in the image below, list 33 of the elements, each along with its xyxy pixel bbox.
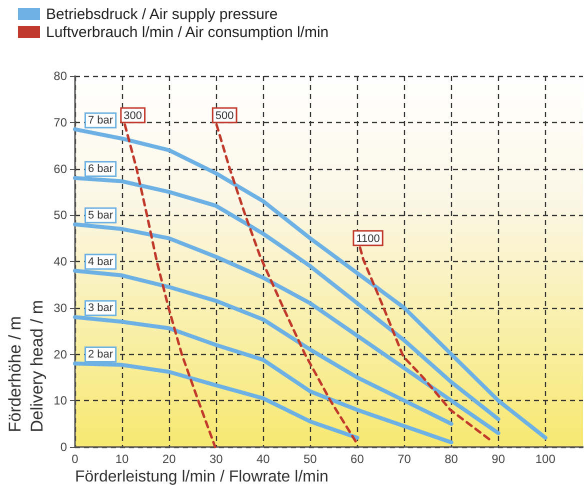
x-tick-label: 50 — [304, 452, 318, 466]
x-axis-title: Förderleistung l/min / Flowrate l/min — [75, 468, 328, 485]
text: Betriebsdruck / Air supply pressure — [46, 6, 278, 22]
series-label: 1100 — [356, 233, 380, 246]
series-label: 3 bar — [88, 302, 114, 314]
x-tick-label: 0 — [72, 452, 79, 466]
x-tick-label: 20 — [162, 452, 176, 466]
text: Luftverbrauch l/min / Air consumption l/min — [46, 24, 329, 40]
y-tick-label: 60 — [54, 162, 68, 176]
y-tick-label: 50 — [54, 208, 68, 222]
series-label: 7 bar — [88, 114, 114, 126]
series-label: 300 — [124, 110, 142, 122]
series-label: 5 bar — [88, 209, 114, 222]
y-tick-label: 30 — [54, 300, 68, 315]
series-label: 4 bar — [88, 256, 114, 268]
x-tick-label: 100 — [535, 452, 556, 466]
y-tick-label: 40 — [54, 254, 68, 268]
x-tick-label: 40 — [256, 452, 270, 466]
y-axis-title: Förderhöhe / m Delivery head / m — [6, 300, 46, 432]
x-tick-label: 30 — [209, 452, 224, 466]
y-tick-label: 20 — [54, 347, 68, 362]
series-label: 6 bar — [88, 163, 114, 176]
x-tick-label: 10 — [115, 452, 130, 466]
y-tick-label: 70 — [54, 115, 68, 130]
y-tick-label: 80 — [54, 69, 68, 83]
x-tick-label: 80 — [444, 452, 458, 466]
y-tick-label: 10 — [54, 394, 68, 408]
x-tick-label: 90 — [492, 452, 506, 466]
y-tick-label: 0 — [60, 440, 68, 454]
series-label: 500 — [215, 110, 234, 122]
x-tick-label: 70 — [398, 452, 412, 466]
series-label: 2 bar — [88, 348, 114, 361]
x-tick-label: 60 — [350, 452, 364, 466]
